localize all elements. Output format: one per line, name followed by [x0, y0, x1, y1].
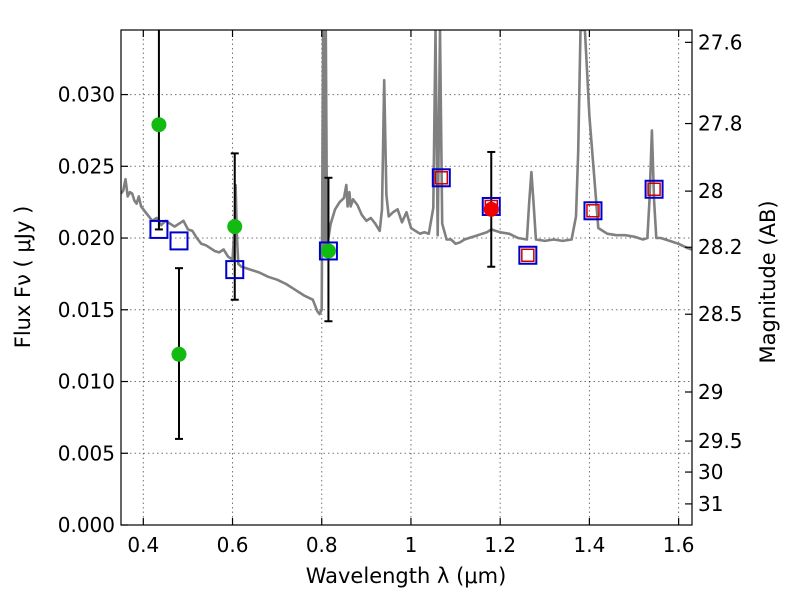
x-tick-label: 0.8	[306, 533, 338, 557]
model-spectrum-line	[121, 30, 692, 316]
x-tick-label: 1	[405, 533, 418, 557]
model-square-point	[169, 231, 189, 251]
model-square-point	[149, 219, 169, 239]
observed-flux-point	[227, 219, 243, 235]
x-tick-label: 0.4	[127, 533, 159, 557]
model-square-point	[431, 168, 451, 188]
fit-square-point	[434, 171, 449, 185]
observed-flux-point	[483, 201, 499, 217]
y2-tick-label: 29.5	[698, 429, 743, 453]
y2-axis-title: Magnitude (AB)	[756, 200, 780, 363]
observed-flux-point	[320, 243, 336, 259]
x-axis-title: Wavelength λ (μm)	[306, 564, 507, 588]
y-tick-label: 0.015	[58, 298, 115, 322]
y2-tick-label: 28.2	[698, 235, 743, 259]
y2-tick-label: 28.5	[698, 302, 743, 326]
y-tick-label: 0.005	[58, 441, 115, 465]
axes: 0.4 0.6 0.8 1 1.2 1.4 1.6 0.000 0.005 0.010 0.015 0…	[58, 29, 743, 557]
observed-flux-point	[151, 117, 167, 133]
observed-flux-point	[171, 346, 187, 362]
y-tick-label: 0.000	[58, 513, 115, 537]
model-square-point	[225, 260, 245, 280]
x-tick-label: 1.6	[663, 533, 695, 557]
plot-area	[121, 30, 692, 440]
model-square-point	[583, 201, 603, 221]
y-tick-label: 0.025	[58, 154, 115, 178]
y2-tick-label: 28	[698, 179, 723, 203]
fit-square-point	[647, 182, 661, 197]
model-square-point	[644, 179, 664, 199]
y2-tick-label: 27.6	[698, 30, 743, 54]
y2-tick-label: 27.8	[698, 112, 743, 136]
model-square-point	[318, 241, 338, 261]
y2-tick-label: 30	[698, 460, 723, 484]
y-axis-title: Flux Fν ( μJy )	[11, 206, 35, 349]
y-tick-label: 0.030	[58, 83, 115, 107]
y-tick-label: 0.020	[58, 226, 115, 250]
y2-tick-label: 29	[698, 380, 723, 404]
x-tick-label: 1.2	[484, 533, 516, 557]
x-tick-label: 1.4	[573, 533, 605, 557]
y2-tick-label: 31	[698, 492, 723, 516]
y-tick-label: 0.010	[58, 370, 115, 394]
plot-frame	[120, 29, 693, 526]
fit-square-point	[521, 248, 535, 263]
x-tick-label: 0.6	[217, 533, 249, 557]
grid	[121, 30, 692, 526]
fit-square-point	[586, 204, 600, 218]
model-square-point	[518, 245, 538, 265]
